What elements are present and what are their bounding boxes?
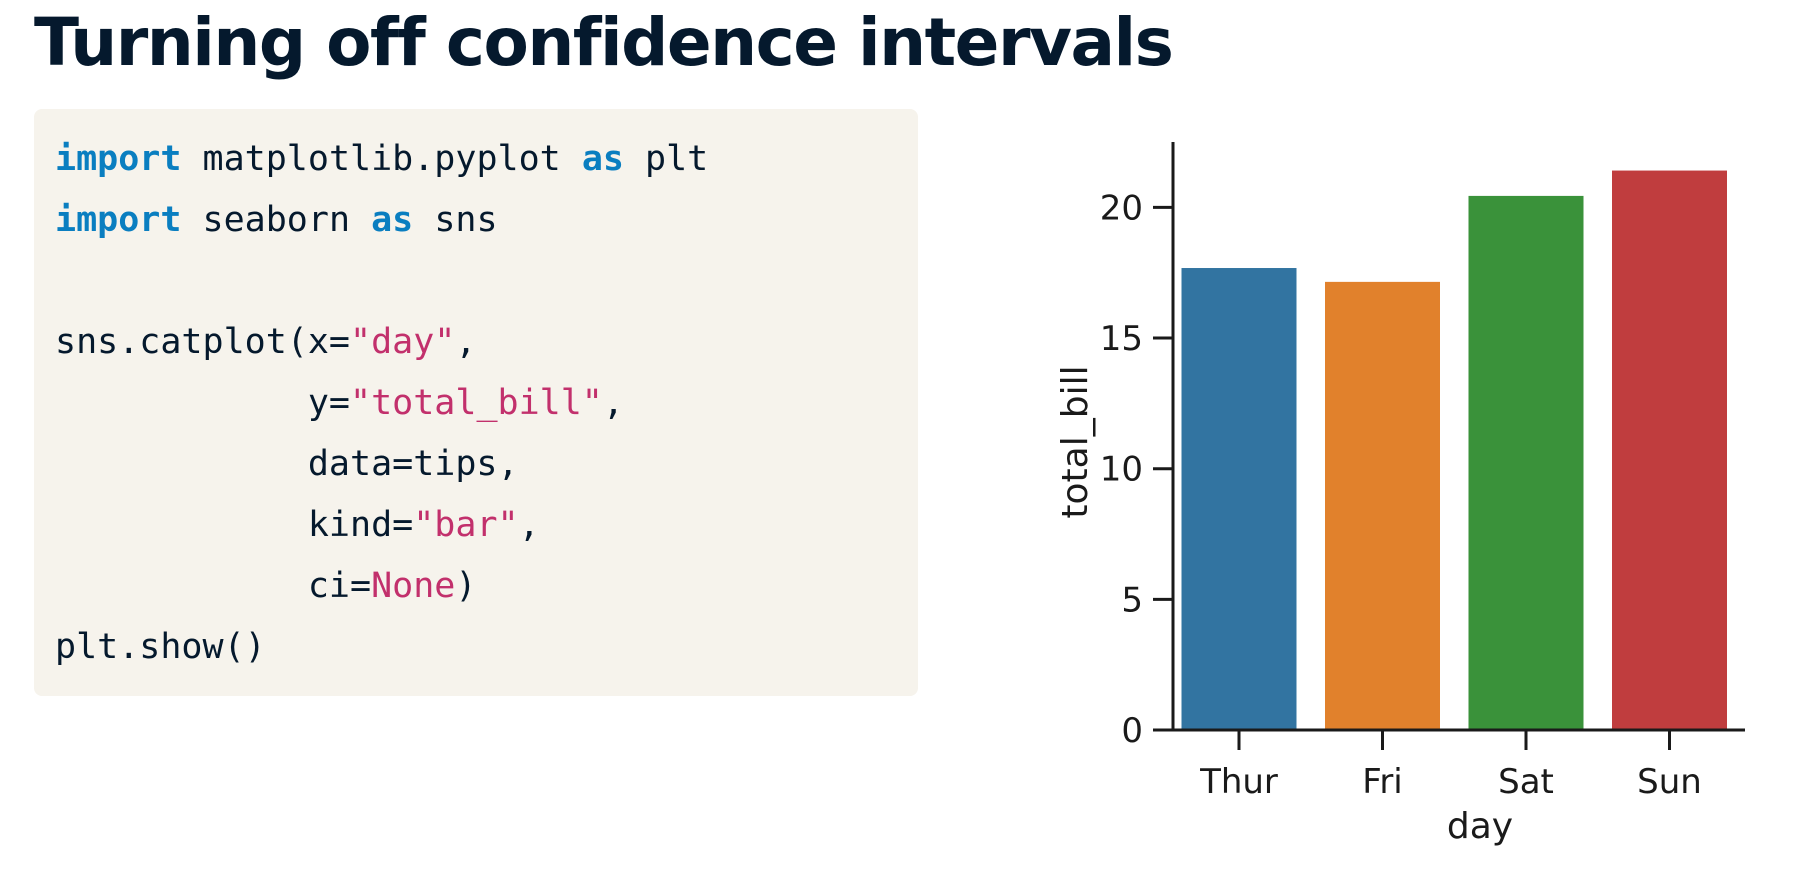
chart-svg: 0 5 10 15 20 Thur Fri Sat Sun day total_bill — [1055, 142, 1745, 847]
code-block: import matplotlib.pyplot as plt import se… — [34, 109, 918, 696]
y-axis-title: total_bill — [1055, 365, 1096, 518]
code-token: seaborn — [181, 200, 372, 240]
code-token: , — [518, 505, 540, 545]
code-token: ci= — [55, 566, 372, 606]
x-tick-label-fri: Fri — [1362, 762, 1403, 802]
code-token: , — [455, 322, 477, 362]
code-token: y= — [55, 383, 351, 423]
y-tick-label: 20 — [1100, 188, 1143, 228]
code-keyword: as — [581, 139, 624, 179]
code-token: ) — [455, 566, 477, 606]
code-keyword: import — [55, 200, 182, 240]
code-token: , — [602, 383, 624, 423]
y-tick-label: 10 — [1100, 450, 1143, 490]
code-string: "day" — [350, 322, 456, 362]
code-line: y="total_bill", — [55, 373, 918, 434]
code-line: data=tips, — [55, 434, 918, 495]
code-keyword: as — [371, 200, 414, 240]
code-string: "bar" — [413, 505, 519, 545]
x-axis-title: day — [1447, 806, 1513, 847]
code-token: sns — [413, 200, 498, 240]
code-line — [55, 251, 918, 312]
y-tick-label: 0 — [1121, 711, 1143, 751]
x-tick-label-thur: Thur — [1199, 762, 1278, 802]
code-token: plt — [623, 139, 709, 179]
x-tick-label-sat: Sat — [1498, 762, 1554, 802]
bar-sun — [1612, 170, 1727, 730]
code-line: import seaborn as sns — [55, 190, 918, 251]
code-keyword: import — [55, 139, 182, 179]
bar-fri — [1325, 281, 1440, 730]
code-token: data=tips, — [55, 444, 519, 484]
code-line: ci=None) — [55, 556, 918, 617]
y-tick-label: 5 — [1121, 580, 1143, 620]
bar-chart: 0 5 10 15 20 Thur Fri Sat Sun day total_bill — [1030, 120, 1790, 850]
code-token: matplotlib.pyplot — [181, 139, 582, 179]
code-token: sns.catplot(x= — [55, 322, 351, 362]
code-token: plt.show() — [55, 627, 266, 667]
bar-sat — [1468, 195, 1584, 730]
code-line: plt.show() — [55, 617, 918, 678]
code-line: import matplotlib.pyplot as plt — [55, 129, 918, 190]
slide-title: Turning off confidence intervals — [34, 4, 1174, 81]
bar-thur — [1181, 268, 1297, 730]
code-token: kind= — [55, 505, 414, 545]
code-line: kind="bar", — [55, 495, 918, 556]
code-string: "total_bill" — [350, 383, 603, 423]
x-tick-label-sun: Sun — [1637, 762, 1702, 802]
y-tick-label: 15 — [1100, 319, 1143, 359]
code-string: None — [371, 566, 456, 606]
code-line: sns.catplot(x="day", — [55, 312, 918, 373]
